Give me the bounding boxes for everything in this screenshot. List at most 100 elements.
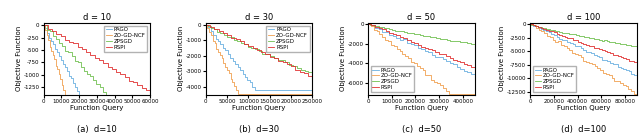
ZPSGD — [93, 84, 100, 85]
ZO-GD-NCF — [204, 24, 211, 25]
PAGO — [214, 38, 222, 40]
ZO-GD-NCF — [58, 79, 66, 80]
PAGO — [202, 24, 209, 25]
PAGO — [585, 51, 593, 53]
PAGO — [76, 94, 83, 95]
ZO-GD-NCF — [46, 46, 54, 48]
PAGO — [54, 51, 61, 53]
RSPI — [278, 61, 286, 63]
ZO-GD-NCF — [41, 29, 49, 31]
ZO-GD-NCF — [55, 74, 63, 75]
ZO-GD-NCF — [55, 69, 63, 70]
Line: RSPI: RSPI — [530, 24, 637, 63]
PAGO — [308, 89, 316, 91]
PAGO — [212, 34, 220, 35]
RSPI — [116, 73, 124, 75]
PAGO — [73, 91, 81, 92]
ZO-GD-NCF — [58, 84, 66, 86]
ZO-GD-NCF — [205, 28, 213, 29]
ZO-GD-NCF — [228, 81, 236, 82]
PAGO — [620, 67, 627, 69]
ZPSGD — [96, 86, 104, 88]
PAGO — [236, 69, 244, 71]
PAGO — [76, 91, 83, 92]
RSPI — [456, 61, 464, 63]
ZPSGD — [71, 60, 79, 62]
ZO-GD-NCF — [204, 28, 211, 29]
ZO-GD-NCF — [56, 79, 64, 80]
ZO-GD-NCF — [227, 73, 234, 74]
ZO-GD-NCF — [207, 31, 215, 33]
RSPI — [236, 40, 244, 42]
PAGO — [234, 63, 241, 65]
RSPI — [40, 25, 47, 26]
ZPSGD — [633, 46, 640, 48]
ZPSGD — [99, 92, 106, 93]
PAGO — [403, 39, 411, 40]
ZPSGD — [93, 79, 100, 81]
ZPSGD — [262, 54, 270, 55]
ZPSGD — [58, 42, 66, 44]
ZPSGD — [293, 67, 301, 69]
ZO-GD-NCF — [223, 66, 231, 68]
ZO-GD-NCF — [60, 84, 67, 86]
RSPI — [622, 58, 630, 59]
PAGO — [63, 67, 71, 68]
ZPSGD — [220, 34, 227, 36]
ZPSGD — [630, 45, 638, 47]
ZO-GD-NCF — [526, 23, 534, 25]
PAGO — [236, 66, 244, 67]
ZO-GD-NCF — [209, 40, 217, 42]
Line: RSPI: RSPI — [205, 25, 312, 77]
Line: ZO-GD-NCF: ZO-GD-NCF — [530, 24, 637, 94]
ZPSGD — [40, 25, 47, 26]
ZPSGD — [364, 23, 372, 25]
ZPSGD — [43, 29, 51, 31]
ZPSGD — [61, 45, 69, 47]
Title: d = 30: d = 30 — [245, 13, 273, 22]
PAGO — [251, 89, 259, 91]
RSPI — [385, 32, 393, 34]
ZO-GD-NCF — [51, 58, 58, 60]
Y-axis label: Objective Function: Objective Function — [178, 26, 184, 91]
PAGO — [227, 53, 234, 54]
PAGO — [214, 40, 222, 42]
PAGO — [216, 40, 224, 42]
Legend: PAGO, ZO-GD-NCF, ZPSGD, RSPI: PAGO, ZO-GD-NCF, ZPSGD, RSPI — [266, 26, 310, 52]
PAGO — [44, 28, 51, 29]
RSPI — [585, 45, 593, 46]
ZPSGD — [410, 33, 417, 34]
PAGO — [45, 32, 53, 33]
ZO-GD-NCF — [232, 86, 240, 87]
PAGO — [428, 54, 436, 56]
PAGO — [231, 63, 239, 65]
RSPI — [308, 75, 316, 77]
PAGO — [229, 57, 237, 59]
ZO-GD-NCF — [234, 93, 241, 94]
RSPI — [275, 57, 282, 59]
PAGO — [231, 60, 239, 62]
Title: d = 100: d = 100 — [567, 13, 600, 22]
ZO-GD-NCF — [207, 35, 215, 36]
PAGO — [65, 70, 73, 71]
PAGO — [60, 59, 67, 61]
PAGO — [364, 23, 372, 25]
ZO-GD-NCF — [225, 69, 233, 70]
ZO-GD-NCF — [211, 40, 218, 42]
ZO-GD-NCF — [214, 48, 222, 50]
PAGO — [209, 34, 217, 35]
Y-axis label: Objective Function: Objective Function — [499, 26, 505, 91]
PAGO — [421, 50, 429, 52]
ZO-GD-NCF — [49, 54, 56, 55]
ZPSGD — [52, 36, 60, 37]
PAGO — [385, 34, 393, 36]
ZO-GD-NCF — [202, 24, 209, 25]
PAGO — [52, 43, 60, 45]
ZPSGD — [463, 42, 471, 43]
Text: (d)  d=100: (d) d=100 — [561, 125, 606, 134]
PAGO — [47, 37, 55, 39]
ZO-GD-NCF — [60, 89, 67, 91]
ZO-GD-NCF — [44, 34, 52, 36]
ZO-GD-NCF — [407, 61, 415, 63]
Line: ZO-GD-NCF: ZO-GD-NCF — [205, 25, 312, 94]
